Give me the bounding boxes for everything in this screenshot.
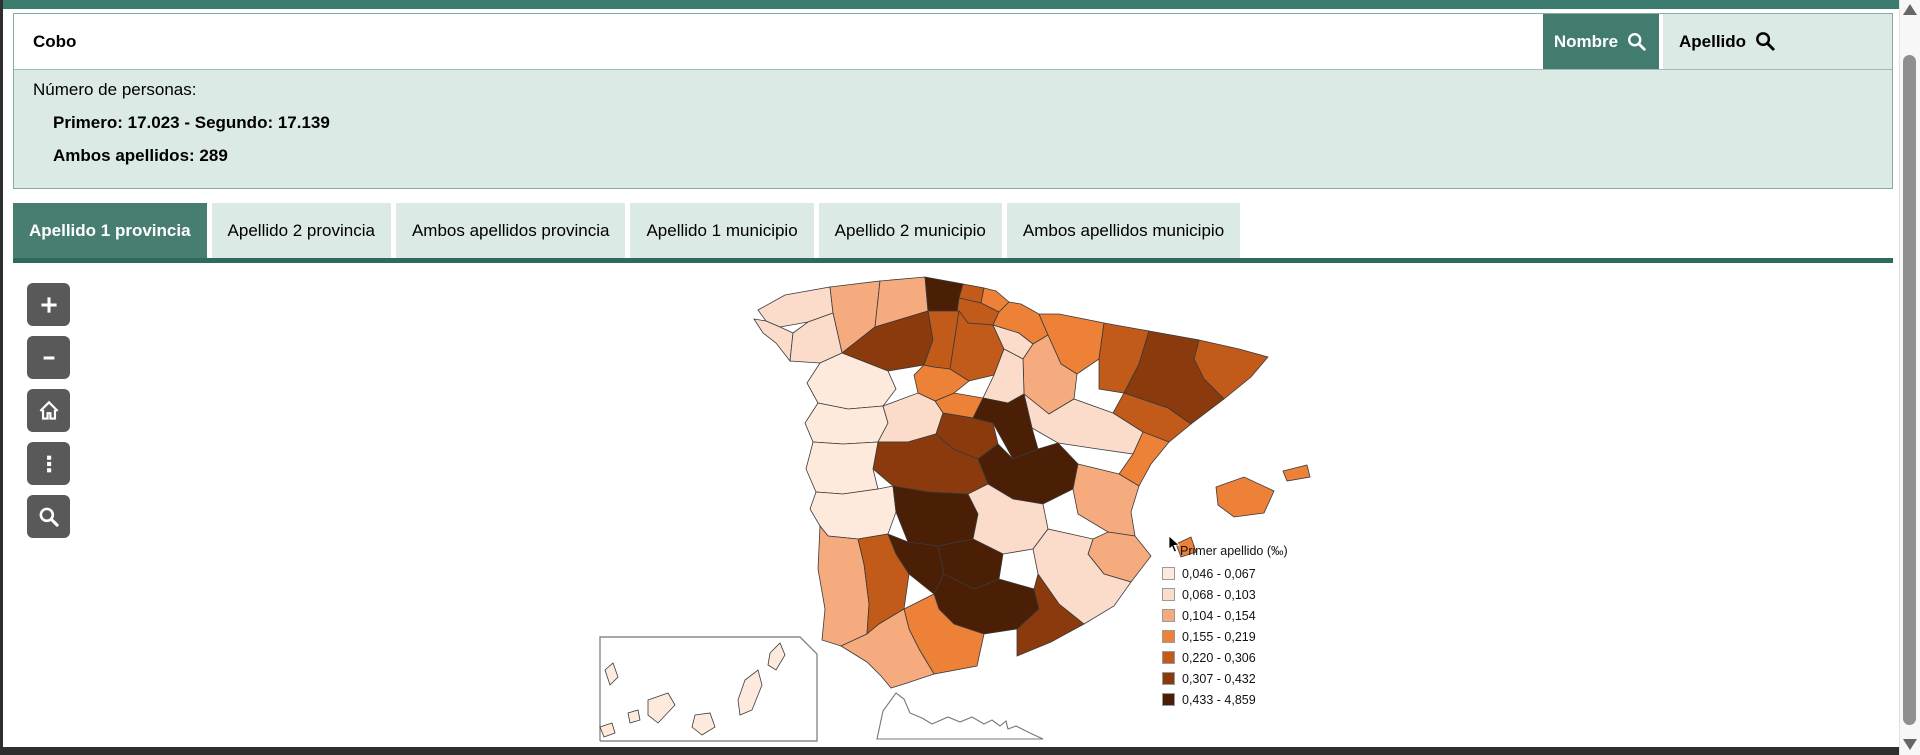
legend-range-label: 0,220 - 0,306 <box>1182 650 1256 665</box>
north-africa-coast <box>876 692 1044 740</box>
province-menorca[interactable] <box>1282 464 1311 482</box>
legend-range-label: 0,307 - 0,432 <box>1182 671 1256 686</box>
window-bottom-edge <box>0 747 1899 755</box>
map-controls <box>27 283 70 548</box>
choropleth-map <box>599 276 1311 742</box>
plus-icon <box>40 296 57 313</box>
zoom-search-button[interactable] <box>27 495 70 538</box>
legend-row: 0,155 - 0,219 <box>1162 626 1288 647</box>
legend-range-label: 0,104 - 0,154 <box>1182 608 1256 623</box>
person-count-panel: Número de personas: Primero: 17.023 - Se… <box>14 70 1892 188</box>
province-fuerteventura[interactable] <box>737 669 763 716</box>
legend-range-label: 0,046 - 0,067 <box>1182 566 1256 581</box>
province-valladolid[interactable] <box>913 364 970 402</box>
button-divider <box>1659 14 1663 69</box>
province-cadiz[interactable] <box>840 608 935 689</box>
province-la-palma[interactable] <box>604 662 619 686</box>
province-salamanca[interactable] <box>804 402 889 445</box>
nombre-search-button[interactable]: Nombre <box>1543 14 1659 69</box>
province-ibiza[interactable] <box>1175 536 1197 558</box>
legend-range-label: 0,068 - 0,103 <box>1182 587 1256 602</box>
nombre-button-label: Nombre <box>1553 31 1619 51</box>
province-lanzarote[interactable] <box>767 642 786 671</box>
zoom-out-button[interactable] <box>27 336 70 379</box>
scroll-up-arrow-icon[interactable] <box>1903 4 1917 15</box>
kebab-menu-icon <box>46 455 51 472</box>
tab-apellido-2-municipio[interactable]: Apellido 2 municipio <box>818 203 1002 258</box>
search-row: Nombre Apellido <box>14 14 1892 70</box>
map-panel: Primer apellido (‰) 0,046 - 0,067 0,068 -… <box>3 263 1899 747</box>
province-guadalajara[interactable] <box>972 393 1039 460</box>
minus-icon <box>43 355 54 360</box>
tab-ambos-apellidos-provincia[interactable]: Ambos apellidos provincia <box>395 203 626 258</box>
legend-swatch-3 <box>1162 609 1175 622</box>
legend-range-label: 0,155 - 0,219 <box>1182 629 1256 644</box>
legend-swatch-4 <box>1162 630 1175 643</box>
province-cantabria[interactable] <box>924 276 964 312</box>
mouse-cursor <box>1168 535 1183 559</box>
legend-row: 0,307 - 0,432 <box>1162 668 1288 689</box>
tab-bar: Apellido 1 provincia Apellido 2 provincia… <box>13 203 1241 258</box>
canary-inset-frame <box>599 636 818 742</box>
legend-swatch-7 <box>1162 693 1175 706</box>
province-tenerife[interactable] <box>647 692 676 724</box>
magnifier-icon <box>1756 32 1775 51</box>
legend-row: 0,068 - 0,103 <box>1162 584 1288 605</box>
vertical-scrollbar[interactable] <box>1899 0 1920 755</box>
legend-swatch-2 <box>1162 588 1175 601</box>
home-icon <box>39 400 58 420</box>
home-button[interactable] <box>27 389 70 432</box>
person-count-both: Ambos apellidos: 289 <box>53 146 228 165</box>
scrollbar-thumb[interactable] <box>1903 55 1916 725</box>
legend-items: 0,046 - 0,067 0,068 - 0,103 0,104 - 0,154 0… <box>1162 563 1288 710</box>
legend-range-label: 0,433 - 4,859 <box>1182 692 1256 707</box>
legend-swatch-5 <box>1162 651 1175 664</box>
province-gran-canaria[interactable] <box>691 712 716 736</box>
tab-apellido-1-provincia[interactable]: Apellido 1 provincia <box>13 203 207 258</box>
magnifier-icon <box>39 507 59 527</box>
top-accent-bar <box>3 0 1899 9</box>
province-mallorca[interactable] <box>1215 476 1275 518</box>
province-la-gomera[interactable] <box>627 709 641 724</box>
person-count-title: Número de personas: <box>33 80 197 99</box>
province-almeria[interactable] <box>1016 573 1085 657</box>
legend-swatch-6 <box>1162 672 1175 685</box>
province-ciudad-real[interactable] <box>892 485 979 547</box>
window-left-edge <box>0 0 3 755</box>
person-count-first-second: Primero: 17.023 - Segundo: 17.139 <box>53 113 330 132</box>
magnifier-icon <box>1628 32 1646 51</box>
legend-title: Primer apellido (‰) <box>1180 544 1288 558</box>
province-pontevedra[interactable] <box>753 318 794 363</box>
apellido-search-button[interactable]: Apellido <box>1663 14 1892 69</box>
map-legend: Primer apellido (‰) 0,046 - 0,067 0,068 -… <box>1162 544 1288 710</box>
legend-row: 0,220 - 0,306 <box>1162 647 1288 668</box>
zoom-in-button[interactable] <box>27 283 70 326</box>
province-barcelona[interactable] <box>1123 330 1225 425</box>
province-caceres[interactable] <box>805 441 879 495</box>
scroll-down-arrow-icon[interactable] <box>1903 739 1917 750</box>
legend-swatch-1 <box>1162 567 1175 580</box>
apellido-button-label: Apellido <box>1679 31 1747 51</box>
tab-apellido-1-municipio[interactable]: Apellido 1 municipio <box>630 203 814 258</box>
layers-menu-button[interactable] <box>27 442 70 485</box>
search-panel: Nombre Apellido Número de personas: Prim… <box>13 13 1893 189</box>
legend-row: 0,433 - 4,859 <box>1162 689 1288 710</box>
surname-search-input[interactable] <box>14 14 1543 69</box>
tab-underline <box>13 258 1893 263</box>
province-el-hierro[interactable] <box>599 722 616 738</box>
legend-row: 0,104 - 0,154 <box>1162 605 1288 626</box>
tab-ambos-apellidos-municipio[interactable]: Ambos apellidos municipio <box>1006 203 1241 258</box>
legend-row: 0,046 - 0,067 <box>1162 563 1288 584</box>
tab-apellido-2-provincia[interactable]: Apellido 2 provincia <box>211 203 391 258</box>
